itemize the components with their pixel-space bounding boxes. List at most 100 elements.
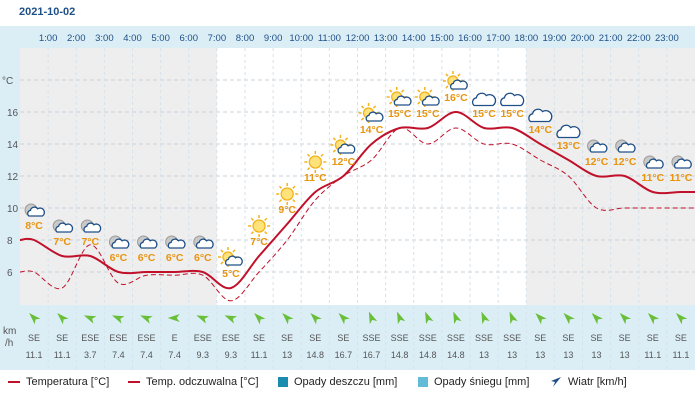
sun-ray xyxy=(372,105,377,109)
cloud-shape xyxy=(365,111,384,122)
wind-arrow-shape xyxy=(83,315,97,324)
sun-ray xyxy=(360,105,365,109)
temperature-data-label: 5°C xyxy=(222,268,240,280)
wind-direction-label: SE xyxy=(591,333,603,343)
moon-cloud-icon xyxy=(165,235,186,249)
sun-ray xyxy=(264,217,268,221)
wind-direction-label: SSE xyxy=(447,333,465,343)
wind-arrow-icon xyxy=(57,313,69,325)
sun-ray xyxy=(264,231,268,235)
y-tick-label: 14 xyxy=(7,140,19,151)
sun-ray xyxy=(278,199,283,203)
wind-arrow-shape xyxy=(675,313,688,325)
cloud-shape xyxy=(224,255,243,266)
temperature-data-label: 7°C xyxy=(250,236,268,248)
wind-arrow-icon xyxy=(167,314,180,322)
hour-label: 17:00 xyxy=(486,33,510,44)
cloud-shape xyxy=(337,143,356,154)
y-tick-label: 10 xyxy=(7,204,19,215)
wind-direction-label: ESE xyxy=(222,333,240,343)
sun-ray xyxy=(389,101,393,105)
wind-direction-label: SSE xyxy=(475,333,493,343)
wind-arrow-shape xyxy=(57,313,69,325)
cloud-icon xyxy=(556,124,581,139)
wind-arrow-shape xyxy=(368,311,378,325)
sun-ray xyxy=(278,185,283,189)
wind-speed-label: 9.3 xyxy=(225,350,238,360)
wind-arrow-icon xyxy=(591,313,603,325)
hour-label: 14:00 xyxy=(402,33,426,44)
cloud-icon xyxy=(471,92,497,107)
temperature-data-label: 16°C xyxy=(444,92,468,104)
wind-speed-label: 16.7 xyxy=(363,350,381,360)
wind-arrow-icon xyxy=(675,313,688,325)
hour-label: 2:00 xyxy=(67,33,86,44)
wind-arrow-icon xyxy=(196,315,209,324)
sun-ray xyxy=(307,153,311,157)
wind-arrow-icon xyxy=(647,313,660,325)
cloud-shape xyxy=(645,158,664,169)
wind-speed-label: 13 xyxy=(592,350,602,360)
wind-speed-label: 13 xyxy=(620,350,630,360)
moon-cloud-icon xyxy=(24,203,45,217)
hour-label: 1:00 xyxy=(39,33,58,44)
sun-ray xyxy=(457,73,461,77)
wind-direction-label: SE xyxy=(675,333,687,343)
legend-feels-like: Temp. odczuwalna [°C] xyxy=(128,376,259,388)
wind-speed-label: 11.1 xyxy=(673,350,690,360)
sun-disc xyxy=(252,219,266,233)
legend-rain: Opady deszczu [mm] xyxy=(278,376,397,388)
cloud-shape xyxy=(27,206,45,217)
wind-arrow-icon xyxy=(29,313,41,325)
wind-arrow-shape xyxy=(254,313,266,325)
wind-arrow-icon xyxy=(397,311,406,325)
cloud-shape xyxy=(55,222,74,233)
cloud-shape xyxy=(393,95,412,106)
wind-speed-label: 14.8 xyxy=(391,350,409,360)
sun-ray xyxy=(250,231,254,235)
sun-ray xyxy=(232,249,236,253)
axis-strip xyxy=(0,26,20,370)
wind-direction-label: ESE xyxy=(138,333,156,343)
wind-direction-label: SE xyxy=(562,333,574,343)
temperature-data-label: 11°C xyxy=(304,172,327,184)
temperature-data-label: 6°C xyxy=(194,252,212,264)
temperature-swatch xyxy=(8,381,20,384)
snow-swatch xyxy=(418,377,428,388)
sun-icon xyxy=(276,183,299,205)
temperature-data-label: 11°C xyxy=(641,172,664,184)
hour-label: 6:00 xyxy=(180,33,199,44)
sun-ray xyxy=(401,89,405,93)
wind-arrow-icon xyxy=(453,311,462,325)
sun-cloud-icon xyxy=(414,87,440,107)
sun-ray xyxy=(250,217,254,221)
wind-arrow-shape xyxy=(397,311,406,325)
cloud-shape xyxy=(449,79,468,90)
temperature-data-label: 15°C xyxy=(500,108,524,120)
wind-direction-label: SE xyxy=(28,333,40,343)
cloud-shape xyxy=(421,95,440,106)
hour-label: 12:00 xyxy=(346,33,370,44)
wind-arrow-shape xyxy=(509,311,518,325)
legend-feels-like-label: Temp. odczuwalna [°C] xyxy=(146,376,259,388)
wind-speed-label: 14.8 xyxy=(307,350,325,360)
sun-ray xyxy=(292,185,296,189)
wind-arrow-icon xyxy=(425,311,434,325)
wind-arrow-shape xyxy=(647,313,660,325)
wind-direction-label: SE xyxy=(534,333,546,343)
hour-label: 16:00 xyxy=(458,33,482,44)
wind-speed-label: 7.4 xyxy=(112,350,125,360)
y-tick-label: 12 xyxy=(7,172,19,183)
moon-cloud-icon xyxy=(193,235,214,249)
cloud-shape xyxy=(111,238,130,249)
temperature-data-label: 6°C xyxy=(110,252,128,264)
cloud-icon xyxy=(500,92,525,107)
sun-ray xyxy=(389,89,393,93)
wind-direction-label: SE xyxy=(619,333,631,343)
wind-direction-label: SE xyxy=(309,333,321,343)
cloud-shape xyxy=(471,92,497,107)
y-tick-label: 8 xyxy=(7,236,13,247)
temperature-data-label: 7°C xyxy=(82,236,100,248)
hour-label: 7:00 xyxy=(208,33,227,44)
sun-ray xyxy=(417,89,421,93)
